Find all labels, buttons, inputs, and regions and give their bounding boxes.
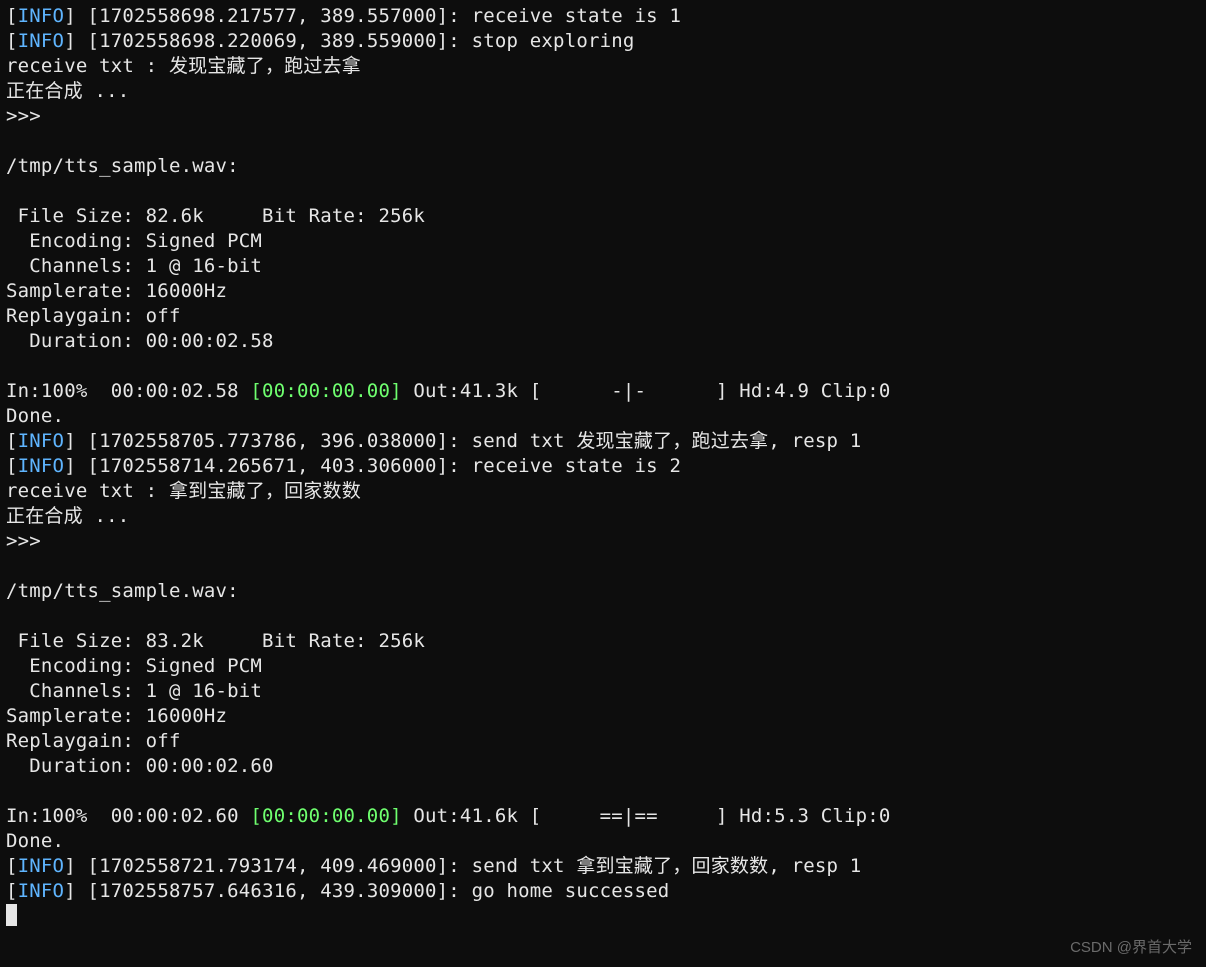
terminal-output: [INFO] [1702558698.217577, 389.557000]: … xyxy=(0,0,1206,933)
watermark: CSDN @界首大学 xyxy=(1070,936,1192,957)
cursor xyxy=(6,904,17,926)
